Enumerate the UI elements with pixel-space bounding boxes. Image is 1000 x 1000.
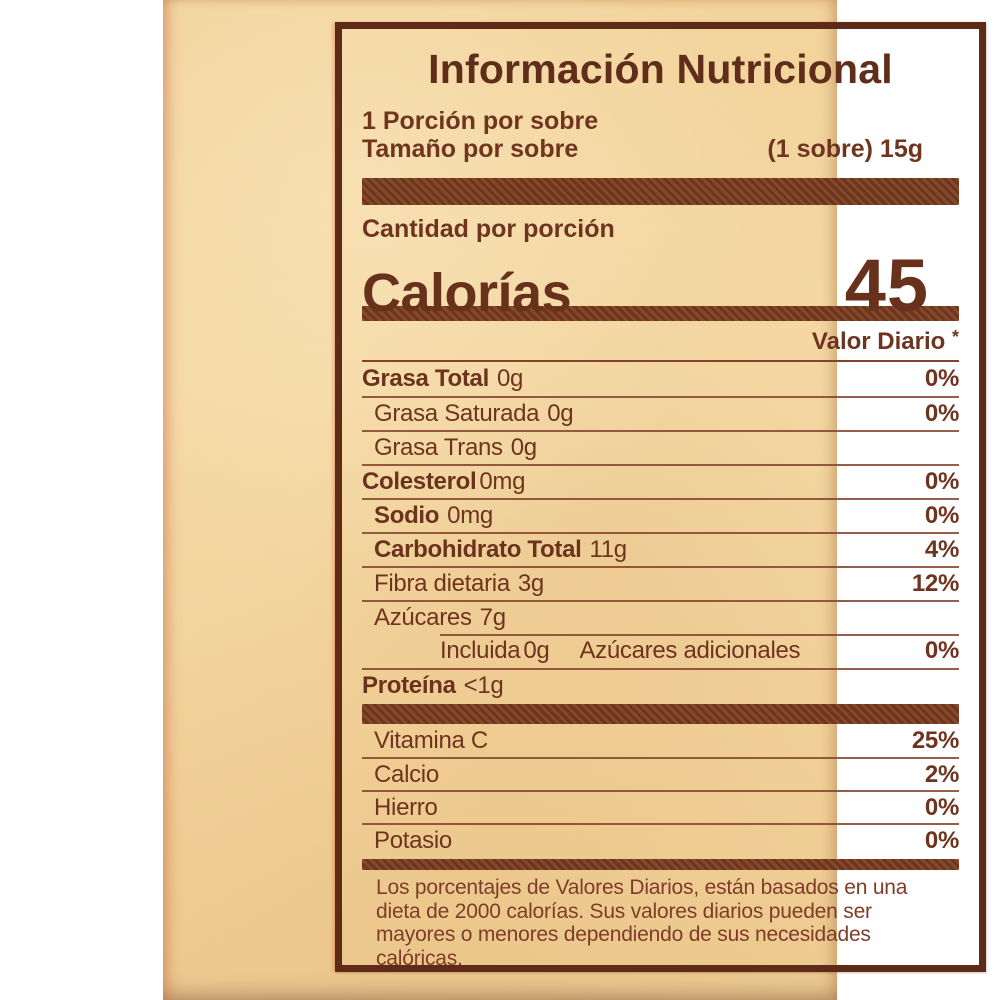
- footnote: Los porcentajes de Valores Diarios, está…: [376, 876, 908, 970]
- nutrient-name: Fibra dietaria: [374, 570, 510, 597]
- nutrient-amount: 0mg: [479, 468, 526, 495]
- vitamin-row: Calcio 2%: [362, 757, 959, 790]
- nutrient-row: Azúcares 7g: [362, 600, 959, 634]
- nutrient-row: Grasa Saturada 0g 0%: [362, 396, 959, 430]
- nutrient-amount: 0mg: [447, 502, 493, 529]
- nutrient-amount: 0g: [547, 400, 574, 427]
- nutrient-row: Colesterol 0mg 0%: [362, 464, 959, 498]
- nutrient-dv: 0%: [924, 468, 959, 495]
- nutrient-row: Carbohidrato Total 11g 4%: [362, 532, 959, 566]
- nutrient-name: Proteína: [362, 672, 456, 699]
- vitamins-table: Vitamina C 25% Calcio 2% Hierro 0% Potas…: [362, 724, 959, 856]
- nutrient-row: Grasa Total 0g 0%: [362, 362, 959, 396]
- calories-value: 45: [844, 244, 929, 327]
- divider-bar-footnote: [362, 859, 959, 870]
- serving-info: 1 Porción por sobre Tamaño por sobre (1 …: [362, 107, 959, 163]
- label-title: Información Nutricional: [428, 46, 893, 92]
- nutrient-dv: 0%: [924, 502, 959, 529]
- nutrient-name: Sodio: [374, 502, 440, 529]
- nutrient-name: Azúcares: [374, 604, 472, 631]
- nutrient-dv: 12%: [911, 570, 959, 597]
- vitamin-dv: 0%: [924, 793, 959, 821]
- vitamin-name: Vitamina C: [374, 726, 488, 754]
- nutrient-name: Grasa Trans: [374, 434, 503, 461]
- divider-bar-vitamins: [362, 704, 959, 724]
- vitamin-name: Potasio: [374, 826, 452, 854]
- nutrient-amount: 11g: [589, 536, 627, 563]
- nutrient-row: Sodio 0mg 0%: [362, 498, 959, 532]
- vitamin-name: Calcio: [374, 760, 439, 788]
- calories-label: Calorías: [362, 263, 572, 323]
- nutrient-extra-label: Azúcares adicionales: [579, 637, 801, 664]
- nutrition-label: Información Nutricional 1 Porción por so…: [335, 22, 986, 972]
- nutrient-amount: 7g: [479, 604, 506, 631]
- vitamin-row: Potasio 0%: [362, 823, 959, 856]
- nutrient-amount: <1g: [463, 672, 504, 699]
- nutrient-row: Incluida 0g Azúcares adicionales 0%: [362, 634, 959, 668]
- nutrient-amount: 0g: [510, 434, 537, 461]
- nutrient-name: Incluida: [440, 637, 521, 664]
- vitamin-dv: 0%: [924, 826, 959, 854]
- divider-bar-calories: [362, 306, 959, 321]
- nutrient-name: Grasa Saturada: [374, 400, 540, 427]
- serving-size-row: Tamaño por sobre (1 sobre) 15g: [362, 135, 959, 163]
- nutrient-dv: 0%: [924, 637, 959, 664]
- nutrient-table: Grasa Total 0g 0% Grasa Saturada 0g 0% Gra…: [362, 362, 959, 702]
- nutrient-row: Grasa Trans 0g: [362, 430, 959, 464]
- nutrient-dv: 4%: [924, 536, 959, 563]
- nutrient-amount: 3g: [517, 570, 544, 597]
- nutrient-row: Proteína <1g: [362, 668, 959, 702]
- daily-value-header: Valor Diario *: [362, 321, 959, 362]
- nutrient-name: Colesterol: [362, 468, 477, 495]
- nutrient-amount: 0g: [496, 365, 524, 392]
- amount-per-serving-label: Cantidad por porción: [362, 215, 615, 243]
- vitamin-dv: 25%: [911, 726, 959, 754]
- servings-per-container: 1 Porción por sobre: [362, 107, 599, 135]
- vitamin-row: Hierro 0%: [362, 790, 959, 823]
- daily-value-asterisk: *: [951, 327, 959, 347]
- nutrient-amount: 0g: [523, 637, 550, 664]
- nutrient-row: Fibra dietaria 3g 12%: [362, 566, 959, 600]
- nutrient-dv: 0%: [924, 400, 959, 427]
- nutrient-name: Carbohidrato Total: [374, 536, 582, 563]
- sachet-paper: Información Nutricional 1 Porción por so…: [163, 0, 986, 1000]
- vitamin-dv: 2%: [924, 760, 959, 788]
- serving-size-label: Tamaño por sobre: [362, 135, 579, 163]
- divider-bar-top: [362, 178, 959, 205]
- calories-row: Calorías 45: [362, 243, 959, 327]
- vitamin-name: Hierro: [374, 793, 438, 821]
- nutrient-name: Grasa Total: [362, 365, 489, 392]
- nutrient-dv: 0%: [924, 365, 959, 392]
- serving-size-value: (1 sobre) 15g: [767, 135, 923, 163]
- vitamin-row: Vitamina C 25%: [362, 724, 959, 757]
- daily-value-header-text: Valor Diario: [811, 328, 946, 355]
